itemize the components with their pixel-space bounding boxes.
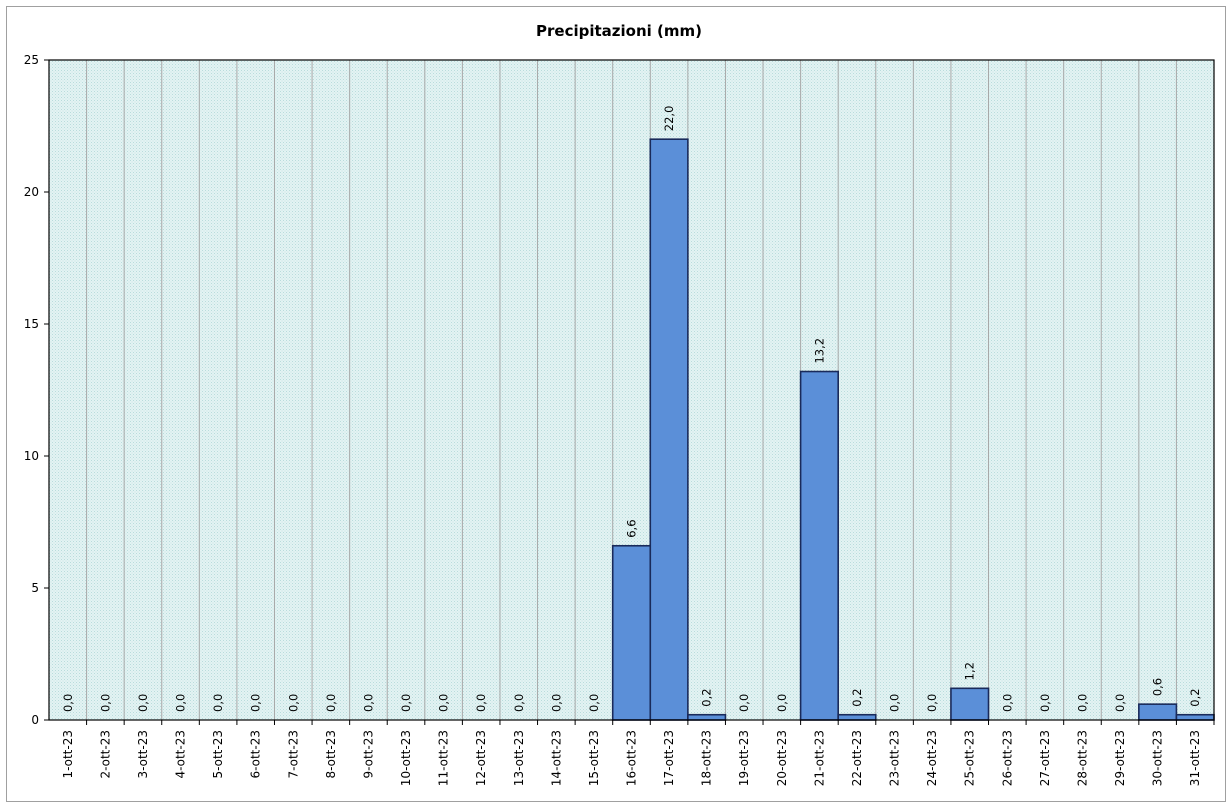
x-tick-label-6-ott-23: 6-ott-23 <box>249 730 263 779</box>
data-label-28-ott-23: 0,0 <box>1075 694 1089 712</box>
bar-18-ott-23 <box>687 713 727 721</box>
x-tick-label-22-ott-23: 22-ott-23 <box>850 730 864 786</box>
precipitation-bar-chart: Precipitazioni (mm) 0 5 10 15 20 25 1-ott-23 0,… <box>24 22 1215 786</box>
x-tick-label-16-ott-23: 16-ott-23 <box>625 730 639 786</box>
data-label-5-ott-23: 0,0 <box>211 694 225 712</box>
x-tick-label-8-ott-23: 8-ott-23 <box>324 730 338 779</box>
y-tick-label: 0 <box>31 713 39 727</box>
x-tick-label-30-ott-23: 30-ott-23 <box>1151 730 1165 786</box>
x-tick-label-7-ott-23: 7-ott-23 <box>286 730 300 779</box>
data-label-1-ott-23: 0,0 <box>61 694 75 712</box>
y-tick-label: 15 <box>24 317 39 331</box>
bar-25-ott-23 <box>950 687 990 721</box>
x-tick-label-14-ott-23: 14-ott-23 <box>549 730 563 786</box>
x-tick-label-31-ott-23: 31-ott-23 <box>1188 730 1202 786</box>
bar-21-ott-23 <box>799 370 839 721</box>
data-label-26-ott-23: 0,0 <box>1000 694 1014 712</box>
x-tick-label-24-ott-23: 24-ott-23 <box>925 730 939 786</box>
bar-30-ott-23 <box>1138 703 1178 721</box>
data-label-8-ott-23: 0,0 <box>324 694 338 712</box>
x-tick-label-1-ott-23: 1-ott-23 <box>61 730 75 779</box>
chart-title: Precipitazioni (mm) <box>536 22 702 40</box>
data-label-30-ott-23: 0,6 <box>1151 678 1165 696</box>
x-tick-label-27-ott-23: 27-ott-23 <box>1038 730 1052 786</box>
data-label-16-ott-23: 6,6 <box>625 519 639 537</box>
data-label-3-ott-23: 0,0 <box>136 694 150 712</box>
data-label-19-ott-23: 0,0 <box>737 694 751 712</box>
data-label-18-ott-23: 0,2 <box>700 688 714 706</box>
x-tick-label-23-ott-23: 23-ott-23 <box>888 730 902 786</box>
data-label-7-ott-23: 0,0 <box>286 694 300 712</box>
x-tick-label-20-ott-23: 20-ott-23 <box>775 730 789 786</box>
data-label-25-ott-23: 1,2 <box>963 662 977 680</box>
x-tick-label-11-ott-23: 11-ott-23 <box>437 730 451 786</box>
x-tick-label-13-ott-23: 13-ott-23 <box>512 730 526 786</box>
y-tick-label: 25 <box>24 53 39 67</box>
x-tick-label-19-ott-23: 19-ott-23 <box>737 730 751 786</box>
data-label-2-ott-23: 0,0 <box>98 694 112 712</box>
data-label-31-ott-23: 0,2 <box>1188 688 1202 706</box>
x-tick-label-4-ott-23: 4-ott-23 <box>174 730 188 779</box>
data-label-27-ott-23: 0,0 <box>1038 694 1052 712</box>
plot-border <box>48 59 1215 721</box>
x-tick-label-21-ott-23: 21-ott-23 <box>812 730 826 786</box>
data-label-4-ott-23: 0,0 <box>174 694 188 712</box>
bar-17-ott-23 <box>649 138 689 721</box>
x-tick-label-28-ott-23: 28-ott-23 <box>1075 730 1089 786</box>
x-tick-label-9-ott-23: 9-ott-23 <box>361 730 375 779</box>
x-tick-label-10-ott-23: 10-ott-23 <box>399 730 413 786</box>
x-tick-label-25-ott-23: 25-ott-23 <box>963 730 977 786</box>
x-tick-label-3-ott-23: 3-ott-23 <box>136 730 150 779</box>
data-label-11-ott-23: 0,0 <box>437 694 451 712</box>
x-tick-label-12-ott-23: 12-ott-23 <box>474 730 488 786</box>
bar-31-ott-23 <box>1175 713 1215 721</box>
data-label-22-ott-23: 0,2 <box>850 688 864 706</box>
data-label-13-ott-23: 0,0 <box>512 694 526 712</box>
y-tick-label: 20 <box>24 185 39 199</box>
data-label-17-ott-23: 22,0 <box>662 106 676 132</box>
y-tick-label: 5 <box>31 581 39 595</box>
data-label-14-ott-23: 0,0 <box>549 694 563 712</box>
data-label-29-ott-23: 0,0 <box>1113 694 1127 712</box>
x-tick-label-26-ott-23: 26-ott-23 <box>1000 730 1014 786</box>
x-tick-label-18-ott-23: 18-ott-23 <box>700 730 714 786</box>
data-label-12-ott-23: 0,0 <box>474 694 488 712</box>
data-label-15-ott-23: 0,0 <box>587 694 601 712</box>
data-label-20-ott-23: 0,0 <box>775 694 789 712</box>
data-label-21-ott-23: 13,2 <box>812 338 826 364</box>
chart-frame: Precipitazioni (mm) 0 5 10 15 20 25 1-ott-23 0,… <box>6 6 1226 802</box>
bar-16-ott-23 <box>611 544 652 721</box>
x-tick-label-5-ott-23: 5-ott-23 <box>211 730 225 779</box>
y-tick-label: 10 <box>24 449 39 463</box>
data-label-23-ott-23: 0,0 <box>888 694 902 712</box>
data-label-10-ott-23: 0,0 <box>399 694 413 712</box>
x-tick-label-15-ott-23: 15-ott-23 <box>587 730 601 786</box>
data-label-9-ott-23: 0,0 <box>361 694 375 712</box>
x-tick-label-17-ott-23: 17-ott-23 <box>662 730 676 786</box>
bar-22-ott-23 <box>837 713 877 721</box>
x-tick-label-2-ott-23: 2-ott-23 <box>98 730 112 779</box>
x-tick-label-29-ott-23: 29-ott-23 <box>1113 730 1127 786</box>
data-label-24-ott-23: 0,0 <box>925 694 939 712</box>
data-label-6-ott-23: 0,0 <box>249 694 263 712</box>
